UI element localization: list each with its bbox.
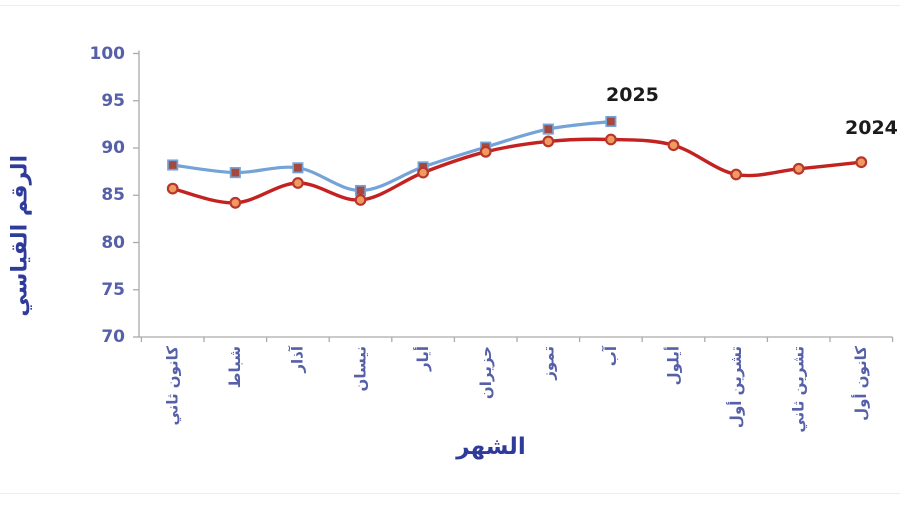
y-tick-label: 70 xyxy=(101,327,125,347)
x-tick-label: نيسان xyxy=(351,346,370,392)
marker-circle-2024 xyxy=(166,182,179,195)
top-divider xyxy=(0,5,900,6)
marker-square-2025 xyxy=(167,159,179,171)
marker-circle-2024 xyxy=(542,135,555,148)
y-tick-label: 80 xyxy=(101,232,125,253)
y-tick-label: 85 xyxy=(101,185,125,206)
x-tick-label: شباط xyxy=(226,346,245,389)
series-label-2025: 2025 xyxy=(606,84,659,106)
y-tick-label: 100 xyxy=(89,43,126,64)
x-tick-label: أيار xyxy=(414,346,433,372)
series-line-2025 xyxy=(171,119,613,193)
series-line-2024 xyxy=(171,137,863,205)
marker-square-2025 xyxy=(292,162,304,174)
marker-square-2025 xyxy=(354,184,367,197)
marker-circle-2024 xyxy=(479,145,492,158)
x-tick-label: تموز xyxy=(539,346,558,380)
series-label-2024: 2024 xyxy=(845,117,898,139)
x-tick-label: تشرين ثاني xyxy=(789,346,808,433)
marker-circle-2024 xyxy=(354,194,367,206)
y-tick-label: 75 xyxy=(101,279,125,300)
marker-circle-2024 xyxy=(667,139,680,152)
axis-lines xyxy=(138,50,893,338)
x-tick-label: آذار xyxy=(288,346,307,373)
x-tick-label: أيلول xyxy=(664,346,683,386)
marker-square-2025 xyxy=(542,123,554,135)
y-axis-title: الرقم القياسي xyxy=(8,155,33,317)
marker-square-2025 xyxy=(229,167,241,179)
x-tick-label: كانون ثاني xyxy=(163,346,182,426)
marker-square-2025 xyxy=(605,115,617,128)
marker-circle-2024 xyxy=(730,168,742,181)
y-tick-label: 95 xyxy=(101,90,125,111)
marker-circle-2024 xyxy=(855,156,868,169)
marker-circle-2024 xyxy=(792,162,805,175)
bottom-divider xyxy=(0,493,900,494)
marker-circle-2024 xyxy=(417,166,430,179)
x-tick-label: تشرين أول xyxy=(727,346,746,429)
marker-circle-2024 xyxy=(292,177,304,189)
x-tick-label: حزيران xyxy=(476,346,495,400)
marker-circle-2024 xyxy=(605,133,617,146)
y-tick-label: 90 xyxy=(101,138,125,158)
x-tick-label: كانون أول xyxy=(852,346,871,421)
x-axis-title: الشهر xyxy=(456,434,526,460)
marker-circle-2024 xyxy=(229,196,242,209)
x-tick-label: آب xyxy=(601,346,620,367)
